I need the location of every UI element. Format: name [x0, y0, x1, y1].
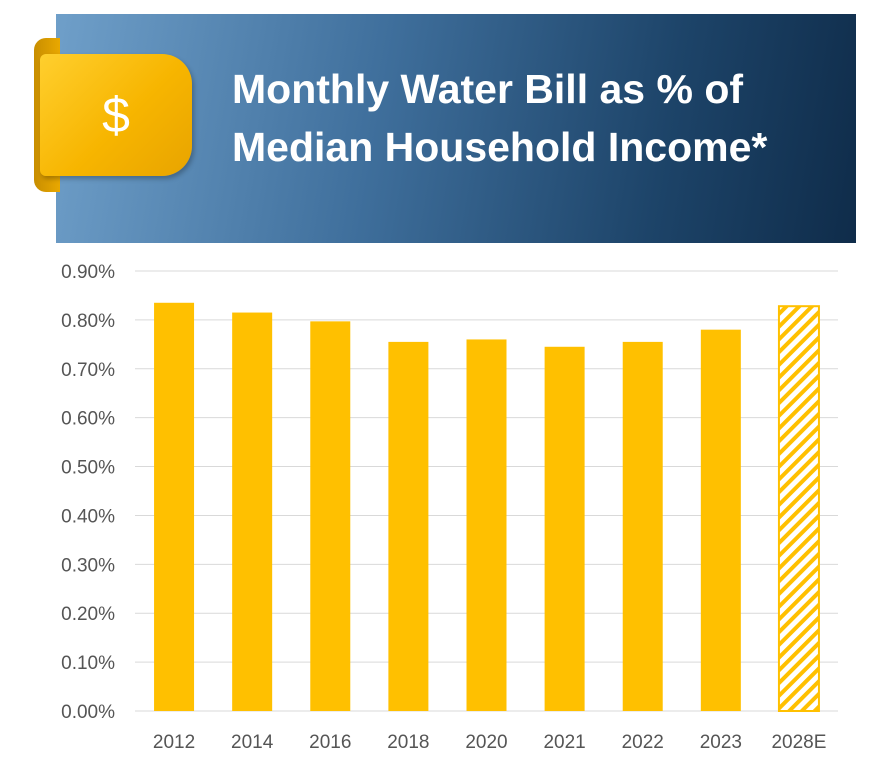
dollar-sign-icon: $ — [102, 87, 130, 143]
x-tick-label: 2021 — [543, 732, 585, 753]
icon-tab — [40, 54, 192, 176]
bar — [544, 346, 585, 711]
bar-estimated — [777, 305, 820, 712]
x-tick-label: 2023 — [700, 732, 742, 753]
y-tick-label: 0.20% — [61, 604, 115, 625]
bar-chart: 0.00% 0.10% 0.20% 0.30% 0.40% 0.50% 0.60% 0.70%… — [61, 262, 838, 753]
y-tick-label: 0.50% — [61, 458, 115, 479]
y-tick-label: 0.00% — [61, 702, 115, 723]
x-tick-label: 2028E — [771, 732, 826, 753]
y-tick-label: 0.10% — [61, 653, 115, 674]
x-tick-label: 2016 — [309, 732, 351, 753]
chart-title-line-2: Median Household Income* — [232, 124, 768, 170]
bar — [388, 341, 429, 711]
y-tick-label: 0.70% — [61, 360, 115, 381]
chart-title-line-1: Monthly Water Bill as % of — [232, 66, 744, 112]
bar — [232, 312, 273, 711]
y-tick-label: 0.60% — [61, 409, 115, 430]
x-tick-label: 2012 — [153, 732, 195, 753]
y-tick-label: 0.30% — [61, 555, 115, 576]
bar — [466, 339, 507, 711]
x-tick-label: 2022 — [622, 732, 664, 753]
y-tick-label: 0.40% — [61, 506, 115, 527]
bar — [154, 302, 195, 711]
y-tick-label: 0.80% — [61, 311, 115, 332]
chart-title: Monthly Water Bill as % of Median Househ… — [232, 60, 832, 176]
y-tick-label: 0.90% — [61, 262, 115, 283]
bar — [310, 321, 351, 711]
x-tick-label: 2014 — [231, 732, 274, 753]
x-tick-label: 2020 — [465, 732, 507, 753]
bar — [622, 341, 663, 711]
x-tick-label: 2018 — [387, 732, 429, 753]
bar — [700, 329, 741, 711]
